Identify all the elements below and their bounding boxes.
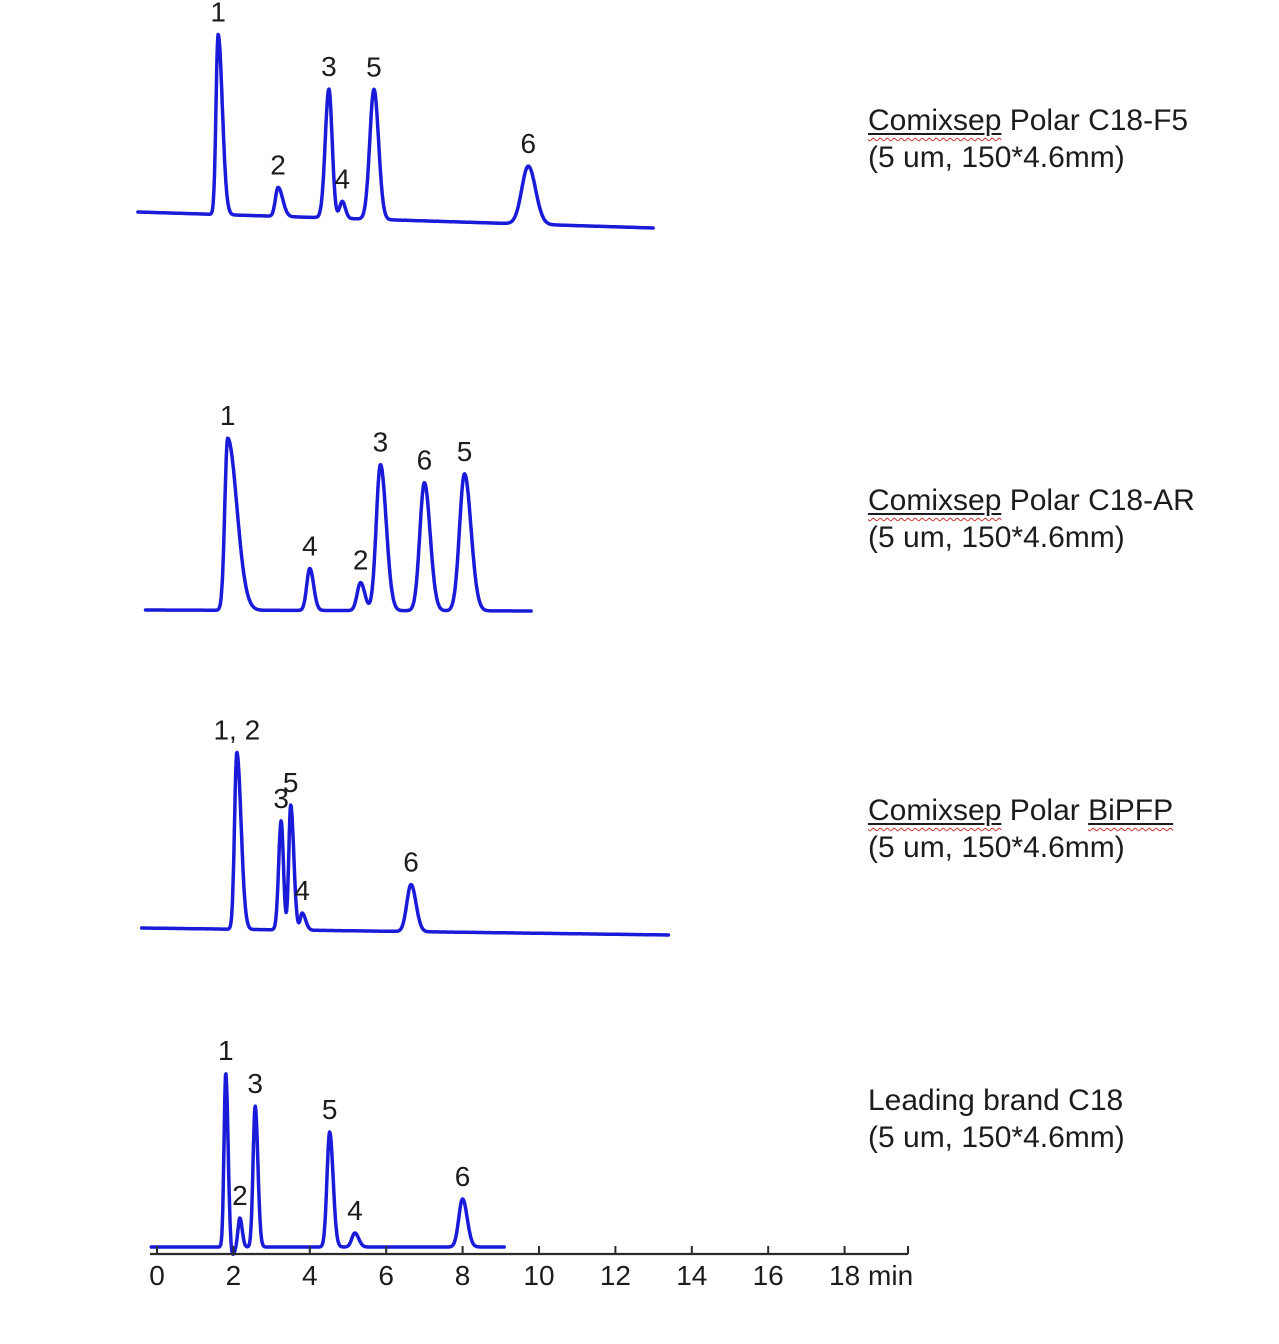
panel-title-c18-f5: Comixsep Polar C18-F5 (5 um, 150*4.6mm) (868, 102, 1188, 176)
x-axis-tick-label: 12 (600, 1260, 631, 1291)
chromatogram-trace (149, 1072, 506, 1256)
panel-title-bipfp: Comixsep Polar BiPFP (5 um, 150*4.6mm) (868, 792, 1173, 866)
peak-number-label: 5 (366, 51, 382, 82)
peak-number-label: 3 (373, 427, 389, 458)
peak-number-label: 3 (321, 51, 337, 82)
peak-number-label: 6 (521, 128, 537, 159)
panel-title-leading-brand: Leading brand C18 (5 um, 150*4.6mm) (868, 1082, 1125, 1156)
peak-number-label: 2 (353, 545, 369, 576)
peak-number-label: 5 (322, 1094, 338, 1125)
x-axis-tick-label: 4 (302, 1260, 318, 1291)
x-axis-tick-label: 0 (149, 1260, 165, 1291)
column-name: Comixsep Polar BiPFP (868, 794, 1174, 827)
peak-number-label: 4 (347, 1195, 363, 1226)
peak-number-label: 2 (270, 149, 286, 180)
trace-group-2: 1, 2 35 4 6 (139, 714, 671, 937)
peak-number-label: 2 (232, 1180, 248, 1211)
chromatogram-trace (136, 32, 655, 230)
column-name: Leading brand C18 (868, 1084, 1124, 1117)
x-axis-unit-label: min (868, 1260, 913, 1291)
x-axis-tick-label: 6 (378, 1260, 394, 1291)
peak-number-label: 1 (220, 400, 236, 431)
x-axis-tick-label: 18 (829, 1260, 860, 1291)
column-name: Comixsep Polar C18-F5 (868, 104, 1189, 137)
peak-number-label: 3 (273, 783, 289, 814)
chromatogram-trace (139, 750, 671, 937)
x-axis-tick-label: 14 (676, 1260, 707, 1291)
column-dimensions: (5 um, 150*4.6mm) (868, 1121, 1125, 1154)
column-name: Comixsep Polar C18-AR (868, 484, 1195, 517)
trace-group-3: 1 2 3 5 4 6 (149, 1035, 506, 1256)
x-axis: 0 2 4 6 8 10 12 14 16 18 min (149, 1246, 913, 1291)
x-axis-tick-label: 8 (455, 1260, 471, 1291)
trace-group-0: 1 2 3 4 5 6 (136, 0, 655, 230)
peak-number-label: 3 (247, 1068, 263, 1099)
x-axis-tick-label: 10 (523, 1260, 554, 1291)
x-axis-tick-label: 2 (226, 1260, 242, 1291)
peak-number-label: 4 (294, 875, 310, 906)
peak-number-label: 1 (218, 1035, 234, 1066)
peak-number-label: 5 (283, 767, 299, 798)
peak-number-label: 6 (403, 847, 419, 878)
peak-number-label: 1 (210, 0, 226, 27)
chromatogram-trace (143, 436, 533, 613)
trace-group-1: 1 4 2 36 5 (143, 400, 533, 613)
peak-number-label: 5 (457, 436, 473, 467)
peak-number-label: 6 (417, 445, 433, 476)
column-dimensions: (5 um, 150*4.6mm) (868, 521, 1125, 554)
x-axis-tick-label: 16 (753, 1260, 784, 1291)
peak-number-label: 4 (334, 163, 350, 194)
column-dimensions: (5 um, 150*4.6mm) (868, 141, 1125, 174)
peak-number-label: 6 (455, 1161, 471, 1192)
column-dimensions: (5 um, 150*4.6mm) (868, 831, 1125, 864)
peak-number-label: 4 (302, 530, 318, 561)
panel-title-c18-ar: Comixsep Polar C18-AR (5 um, 150*4.6mm) (868, 482, 1195, 556)
peak-number-label: 1, 2 (213, 714, 260, 745)
